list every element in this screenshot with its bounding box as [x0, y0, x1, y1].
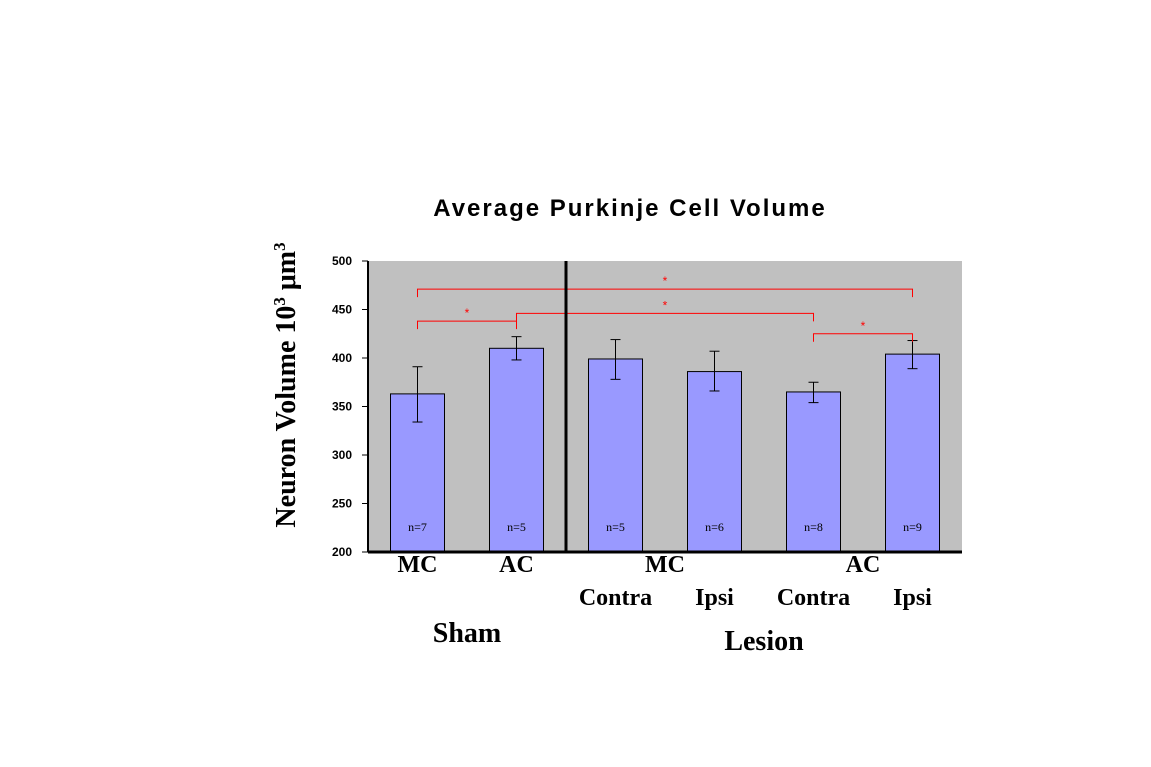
y-axis-label-unit-exponent: 3	[270, 242, 289, 251]
y-tick-label: 200	[332, 545, 352, 559]
bar	[885, 353, 940, 553]
axis-layer: 200 250 300 350 400 450 500	[332, 254, 962, 559]
y-axis-label-main: Neuron Volume 10	[271, 306, 302, 528]
x-category-label: AC	[499, 552, 534, 578]
plot-area	[368, 261, 962, 552]
significance-marker: *	[663, 298, 668, 312]
x-group-label: Sham	[433, 618, 501, 649]
y-axis-label-unit: μm	[271, 251, 302, 297]
significance-marker: *	[861, 319, 866, 333]
x-category-label: Contra	[579, 585, 652, 611]
category-label-layer: MC AC MC AC Contra Ipsi Contra Ipsi Sham Lesion	[398, 552, 933, 657]
y-tick-label: 450	[332, 303, 352, 317]
x-category-label: Ipsi	[695, 585, 734, 611]
n-label: n=6	[705, 520, 724, 534]
n-label: n=5	[507, 520, 526, 534]
x-category-label: AC	[846, 552, 881, 578]
significance-marker: *	[465, 306, 470, 320]
significance-layer: * * * *	[417, 274, 913, 342]
y-tick-label: 500	[332, 254, 352, 268]
significance-bracket	[417, 320, 517, 330]
y-tick-label: 300	[332, 448, 352, 462]
n-label: n=9	[903, 520, 922, 534]
y-tick-label: 400	[332, 351, 352, 365]
y-axis-label-exponent: 3	[270, 297, 289, 306]
n-label: n=8	[804, 520, 823, 534]
n-label: n=5	[606, 520, 625, 534]
x-group-label: Lesion	[724, 626, 804, 657]
x-category-label: Contra	[777, 585, 850, 611]
bar	[786, 391, 841, 553]
x-category-label: Ipsi	[893, 585, 932, 611]
significance-bracket	[516, 312, 814, 322]
bar	[489, 347, 544, 553]
x-category-label: MC	[645, 552, 685, 578]
bar	[588, 358, 643, 553]
significance-marker: *	[663, 274, 668, 288]
n-label: n=7	[408, 520, 427, 534]
y-axis-label: Neuron Volume 103 μm3	[270, 242, 302, 527]
significance-bracket	[417, 288, 913, 298]
y-tick-label: 350	[332, 400, 352, 414]
y-tick-label: 250	[332, 497, 352, 511]
bar	[687, 371, 742, 553]
significance-bracket	[813, 333, 913, 342]
x-category-label: MC	[398, 552, 438, 578]
bar-layer: n=7 n=5 n=5 n=6 n=8 n=9	[390, 336, 940, 553]
chart-title: Average Purkinje Cell Volume	[433, 195, 826, 222]
